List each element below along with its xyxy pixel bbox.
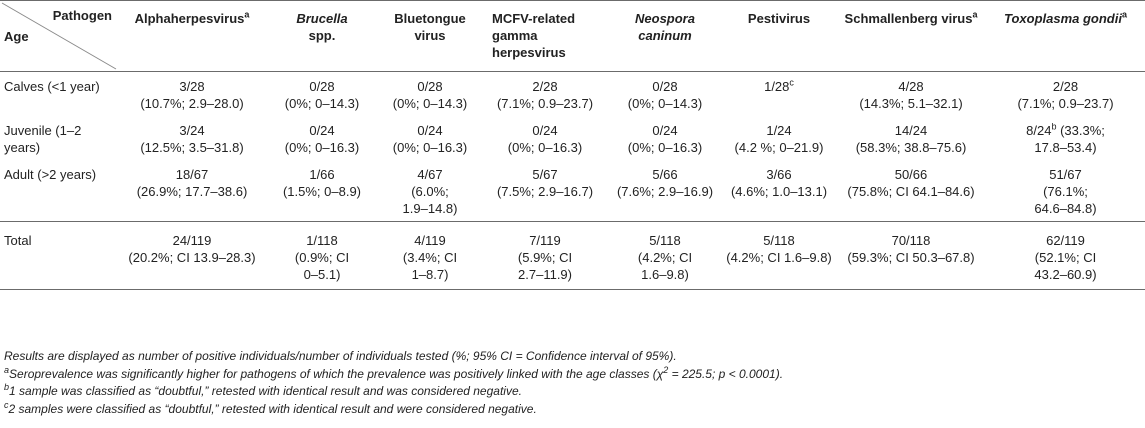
table-cell: 62/119 (52.1%; CI 43.2–60.9) <box>1034 233 1097 282</box>
table-cell: 4/119 (3.4%; CI 1–8.7) <box>402 233 458 282</box>
table-row-total: Total 24/119 (20.2%; CI 13.9–28.3) 1/118(… <box>0 221 1145 290</box>
table-footnotes: Results are displayed as number of posit… <box>4 348 1139 418</box>
table-cell: 14/24 (58.3%; 38.8–75.6) <box>855 123 967 155</box>
header-row: Pathogen Age Alphaherpesvirusa Brucella s… <box>0 0 1145 72</box>
table-cell: 1/24 (4.2 %; 0–21.9) <box>734 123 824 155</box>
table-cell: 1/66 (1.5%; 0–8.9) <box>282 167 362 199</box>
table-row-calves: Calves (<1 year) 3/28 (10.7%; 2.9–28.0) 0… <box>0 72 1145 117</box>
corner-diagonal-line <box>1 2 117 70</box>
table-cell: 50/66 (75.8%; CI 64.1–84.6) <box>847 167 975 199</box>
table-cell: 5/118 (4.2%; CI 1.6–9.8) <box>637 233 693 282</box>
corner-pathogen-label: Pathogen <box>52 8 112 23</box>
table-cell: 4/67 (6.0%; 1.9–14.8) <box>402 167 458 216</box>
col-header-brucella: Brucella spp. <box>296 11 348 43</box>
footnote-a: aSeroprevalence was significantly higher… <box>4 364 784 381</box>
footnote-results: Results are displayed as number of posit… <box>4 349 677 363</box>
table-cell: 5/118 (4.2%; CI 1.6–9.8) <box>726 233 832 265</box>
row-label-adult: Adult (>2 years) <box>4 167 97 182</box>
seroprevalence-table-container: Pathogen Age Alphaherpesvirusa Brucella s… <box>0 0 1145 290</box>
col-header-neospora: Neospora caninum <box>635 11 695 43</box>
corner-header-cell: Pathogen Age <box>0 1 118 72</box>
table-cell: 0/28 (0%; 0–14.3) <box>284 79 360 111</box>
table-cell: 3/28 (10.7%; 2.9–28.0) <box>140 79 244 111</box>
row-label-total: Total <box>4 233 32 248</box>
col-header-schmallenberg: Schmallenberg virusa <box>844 9 978 26</box>
corner-age-label: Age <box>4 29 29 44</box>
table-row-adult: Adult (>2 years) 18/67 (26.9%; 17.7–38.6)… <box>0 160 1145 222</box>
table-cell: 5/66 (7.6%; 2.9–16.9) <box>616 167 714 199</box>
table-cell: 0/24 (0%; 0–16.3) <box>507 123 583 155</box>
seroprevalence-table: Pathogen Age Alphaherpesvirusa Brucella s… <box>0 0 1145 290</box>
table-cell: 18/67 (26.9%; 17.7–38.6) <box>136 167 248 199</box>
table-cell: 1/118 (0.9%; CI 0–5.1) <box>294 233 350 282</box>
table-cell: 4/28 (14.3%; 5.1–32.1) <box>859 79 963 111</box>
table-cell: 8/24b (33.3%; 17.8–53.4) <box>1026 121 1105 155</box>
table-cell: 2/28 (7.1%; 0.9–23.7) <box>496 79 594 111</box>
table-cell: 0/24 (0%; 0–16.3) <box>392 123 468 155</box>
table-cell: 3/24 (12.5%; 3.5–31.8) <box>140 123 244 155</box>
table-cell: 51/67 (76.1%; 64.6–84.8) <box>1034 167 1097 216</box>
table-cell: 0/28 (0%; 0–14.3) <box>627 79 703 111</box>
table-cell: 2/28 (7.1%; 0.9–23.7) <box>1017 79 1114 111</box>
table-cell: 0/24 (0%; 0–16.3) <box>627 123 703 155</box>
table-cell: 0/24 (0%; 0–16.3) <box>284 123 360 155</box>
col-header-mcfv: MCFV-related gamma herpesvirus <box>492 11 576 60</box>
footnote-b: b1 sample was classified as “doubtful,” … <box>4 382 522 399</box>
footnote-c: c2 samples were classified as “doubtful,… <box>4 399 537 416</box>
table-cell: 1/28c <box>764 77 794 94</box>
col-header-alphaherpesvirus: Alphaherpesvirusa <box>134 9 250 26</box>
table-cell: 7/119 (5.9%; CI 2.7–11.9) <box>517 233 573 282</box>
row-label-juvenile: Juvenile (1–2 years) <box>4 123 82 155</box>
col-header-bluetongue: Bluetongue virus <box>394 11 466 43</box>
col-header-pestivirus: Pestivirus <box>747 11 811 26</box>
row-label-calves: Calves (<1 year) <box>4 79 100 94</box>
table-cell: 3/66 (4.6%; 1.0–13.1) <box>730 167 828 199</box>
table-cell: 24/119 (20.2%; CI 13.9–28.3) <box>128 233 256 265</box>
col-header-toxoplasma: Toxoplasma gondiia <box>1004 9 1127 26</box>
table-cell: 0/28 (0%; 0–14.3) <box>392 79 468 111</box>
table-cell: 5/67 (7.5%; 2.9–16.7) <box>496 167 594 199</box>
table-cell: 70/118 (59.3%; CI 50.3–67.8) <box>847 233 975 265</box>
table-row-juvenile: Juvenile (1–2 years) 3/24 (12.5%; 3.5–31.… <box>0 116 1145 160</box>
